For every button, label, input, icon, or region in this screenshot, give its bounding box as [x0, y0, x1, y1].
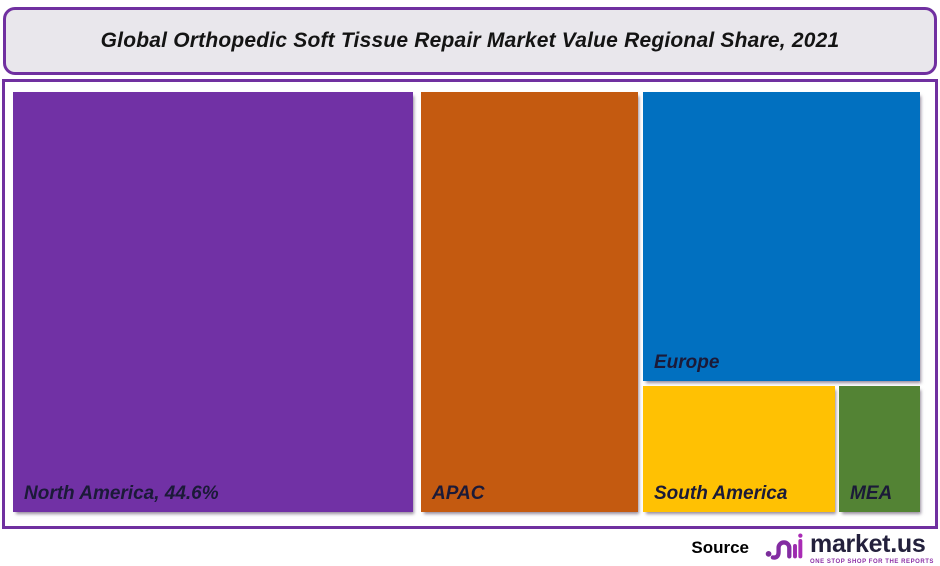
chart-title-box: Global Orthopedic Soft Tissue Repair Mar… [3, 7, 937, 75]
tile-label-north-america: North America, 44.6% [24, 483, 219, 504]
source-label: Source [691, 538, 750, 557]
tile-label-south-america: South America [654, 483, 788, 504]
treemap-frame: North America, 44.6% APAC Europe South A… [2, 79, 938, 529]
tile-label-europe: Europe [654, 352, 720, 373]
brand-name: market.us [810, 529, 926, 558]
brand-text-column: market.us ONE STOP SHOP FOR THE REPORTS [810, 529, 934, 565]
market-us-logo-link[interactable]: market.us ONE STOP SHOP FOR THE REPORTS [765, 529, 934, 566]
source-row: Source market.us ONE STOP SHOP FOR THE R… [691, 530, 934, 566]
tile-label-mea: MEA [850, 483, 893, 504]
treemap-tile-apac: APAC [421, 92, 638, 512]
treemap-tile-europe: Europe [643, 92, 920, 381]
treemap-tile-north-america: North America, 44.6% [13, 92, 413, 512]
market-us-logo-icon [765, 529, 805, 566]
chart-title: Global Orthopedic Soft Tissue Repair Mar… [100, 29, 840, 52]
treemap-tile-mea: MEA [839, 386, 920, 512]
tile-label-apac: APAC [432, 483, 485, 504]
brand-tagline: ONE STOP SHOP FOR THE REPORTS [810, 558, 934, 565]
treemap-tile-south-america: South America [643, 386, 835, 512]
